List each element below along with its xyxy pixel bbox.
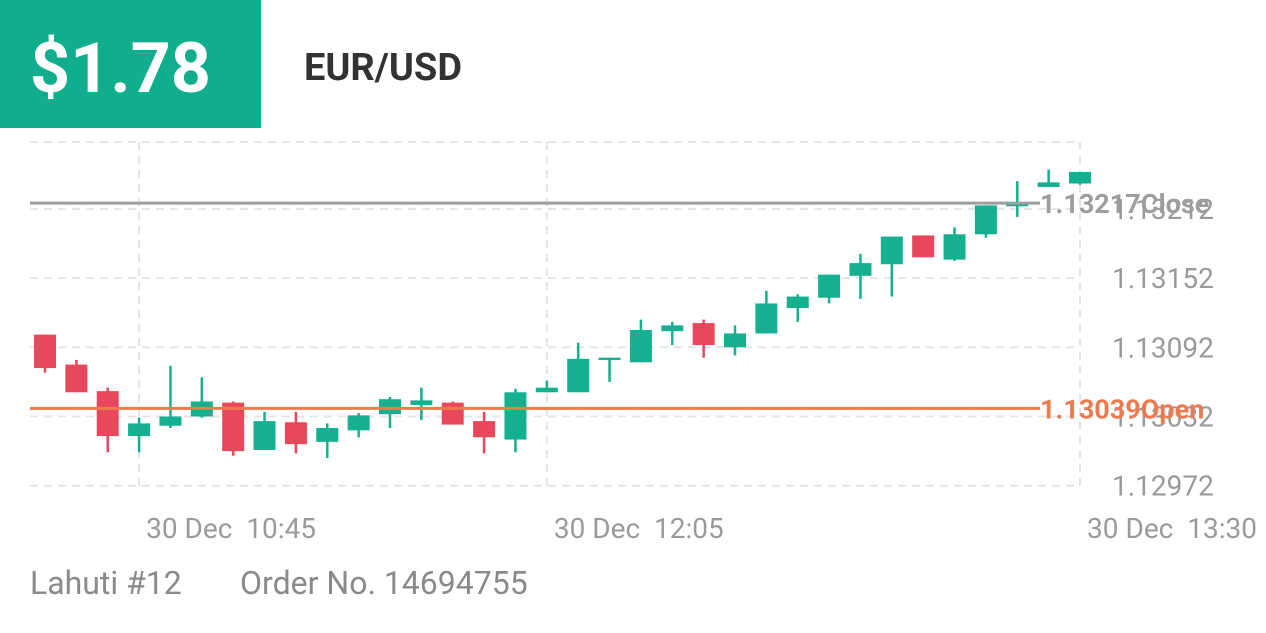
y-tick-label: 1.12972 xyxy=(1112,470,1214,503)
candle-body xyxy=(535,387,558,393)
x-tick-label: 30 Dec 10:45 xyxy=(146,512,316,545)
candle-body xyxy=(598,357,621,360)
candle-body xyxy=(1037,182,1060,187)
reference-name: Close xyxy=(1141,188,1210,220)
candle-body xyxy=(661,325,684,332)
reference-name: Open xyxy=(1141,393,1205,425)
candle-body xyxy=(379,399,401,415)
candle-body xyxy=(724,333,746,348)
candle-body xyxy=(441,402,464,425)
account: Lahuti #12 xyxy=(30,564,182,602)
candle-body xyxy=(786,296,809,309)
amount: $1.78 xyxy=(30,28,211,110)
candle-body xyxy=(222,402,245,452)
candle-body xyxy=(316,428,339,442)
reference-value: 1.13039 xyxy=(1040,393,1141,425)
candle-body xyxy=(912,235,935,258)
amount-badge xyxy=(0,0,261,128)
candle-body xyxy=(567,358,590,393)
candle-body xyxy=(818,274,841,298)
candle-body xyxy=(1069,171,1091,184)
y-tick-label: 1.13152 xyxy=(1112,262,1214,295)
reference-label: 1.13217Close xyxy=(1040,188,1209,220)
candle-body xyxy=(504,392,527,440)
chart: 1.12972 1.13032 1.13092 1.13152 1.13212 30 De… xyxy=(30,141,1257,545)
candle-body xyxy=(284,422,307,445)
candle-body xyxy=(34,334,56,369)
candle-body xyxy=(410,400,433,405)
symbol: EUR/USD xyxy=(304,46,462,90)
candle-body xyxy=(96,391,119,437)
candle-body xyxy=(755,303,778,334)
candle-body xyxy=(943,234,966,260)
candle-body xyxy=(974,205,997,235)
candle-body xyxy=(159,416,182,426)
x-tick-label: 30 Dec 12:05 xyxy=(554,512,724,545)
candle-body xyxy=(1006,204,1029,207)
y-tick-label: 1.13092 xyxy=(1112,331,1214,364)
x-tick-label: 30 Dec 13:30 xyxy=(1087,512,1257,545)
reference-value: 1.13217 xyxy=(1040,188,1141,220)
candle-body xyxy=(692,323,715,345)
reference-label: 1.13039Open xyxy=(1040,393,1204,425)
candle-body xyxy=(65,364,88,393)
candle-body xyxy=(473,421,496,438)
y-tick-label: 1.13212 xyxy=(1112,193,1214,226)
y-tick-label: 1.13032 xyxy=(1112,400,1214,433)
candle-body xyxy=(128,423,151,437)
candle-body xyxy=(253,421,276,450)
order-number: Order No. 14694755 xyxy=(240,564,528,602)
candle-body xyxy=(880,236,903,265)
candle-body xyxy=(629,329,652,363)
candle-body xyxy=(849,263,872,276)
candle-body xyxy=(347,415,370,431)
